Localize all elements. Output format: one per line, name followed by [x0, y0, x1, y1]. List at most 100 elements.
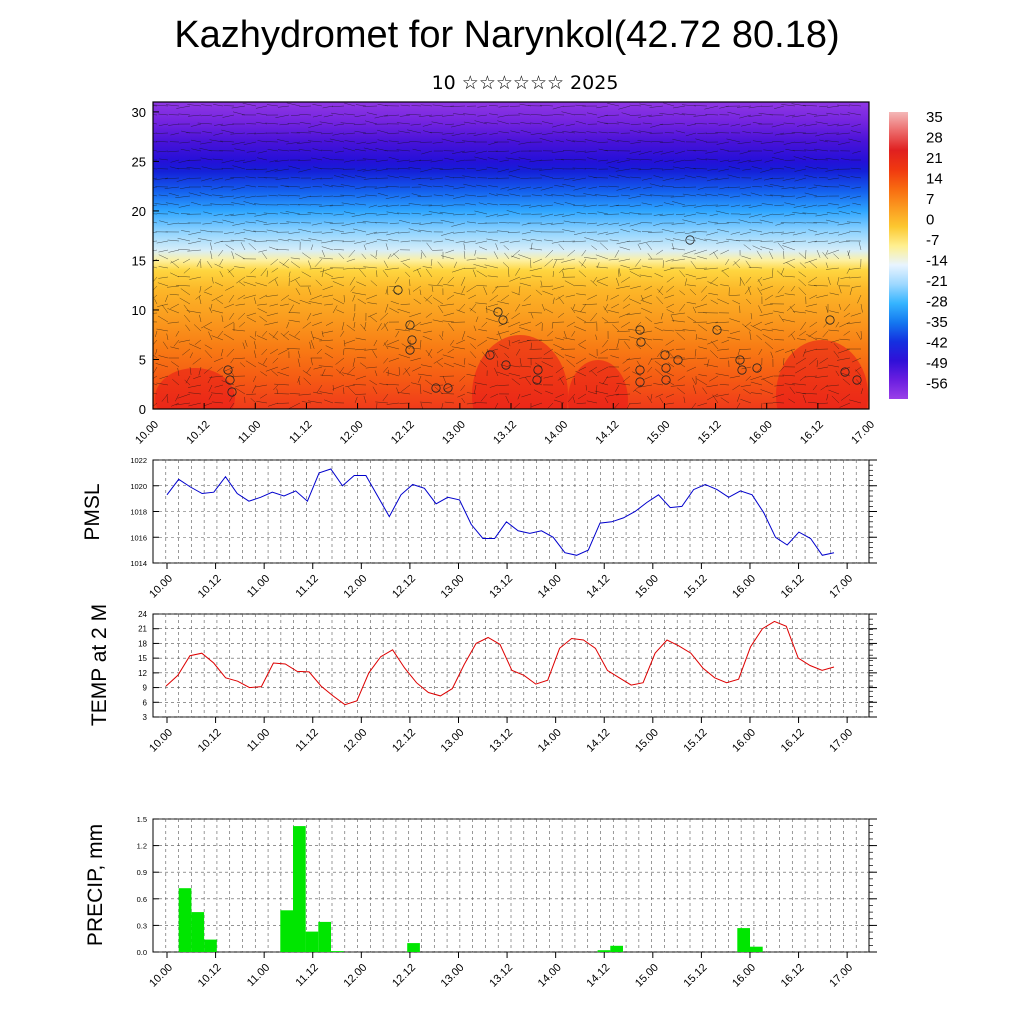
colorbar-label: 35 [926, 109, 943, 126]
time-tick-label: 15.00 [633, 962, 661, 990]
calm-marker [735, 355, 745, 365]
calm-marker [825, 315, 835, 325]
time-tick-label: 11.00 [245, 573, 272, 600]
time-tick-label: 17.00 [827, 727, 855, 755]
calm-marker [485, 350, 495, 360]
time-tick-label: 11.00 [245, 727, 272, 754]
time-tick-label: 14.12 [584, 573, 612, 601]
y-tick-label: 3 [143, 713, 148, 722]
precipitation-bar [750, 946, 763, 952]
calm-marker [660, 350, 670, 360]
precipitation-axes: 0.0 0.3 0.6 0.9 1.2 1.5 10.00 10.12 11.00 11.12 12… [137, 815, 877, 990]
colorbar-labels: 35 28 21 14 7 0 -7 -14 -21 -28 -35 -42 -49 -56 [926, 109, 948, 393]
time-tick-label: 16.00 [730, 962, 758, 990]
wind-strokes [153, 102, 864, 409]
time-tick-label: 14.00 [536, 962, 564, 990]
y-tick-label: 1018 [130, 508, 147, 517]
time-tick-label: 12.12 [390, 962, 418, 990]
y-tick-label: 1022 [130, 456, 147, 465]
time-tick-label: 11.12 [293, 962, 320, 989]
time-tick-label: 10.12 [184, 419, 212, 447]
colorbar-label: -7 [926, 232, 939, 249]
calm-marker [840, 367, 850, 377]
calm-marker [532, 375, 542, 385]
time-tick-label: 16.12 [779, 727, 807, 755]
calm-marker [405, 345, 415, 355]
time-tick-label: 13.12 [487, 727, 515, 755]
warm-cell [155, 368, 235, 409]
precipitation-bar [610, 945, 623, 952]
time-tick-label: 14.00 [536, 727, 564, 755]
y-tick-label: 18 [138, 639, 147, 648]
height-tick-label: 25 [132, 154, 146, 169]
calm-marker [635, 377, 645, 387]
pmsl-grid [153, 459, 869, 564]
time-tick-label: 12.00 [341, 962, 369, 990]
time-tick-label: 12.00 [341, 573, 369, 601]
colorbar-label: -28 [926, 294, 948, 311]
time-tick-label: 10.12 [196, 727, 224, 755]
time-tick-label: 13.00 [440, 419, 468, 447]
y-tick-label: 1.2 [137, 842, 147, 851]
colorbar-label: -35 [926, 314, 948, 331]
colorbar-label: -21 [926, 273, 948, 290]
calm-marker [737, 365, 747, 375]
temperature-series-line [165, 620, 835, 706]
y-tick-label: 12 [138, 669, 147, 678]
y-tick-label: 21 [138, 625, 147, 634]
colorbar-label: 7 [926, 191, 934, 208]
calm-marker [673, 355, 683, 365]
time-tick-label: 15.00 [633, 727, 661, 755]
time-tick-label: 15.00 [645, 419, 673, 447]
precipitation-bar [191, 912, 205, 952]
calm-marker [498, 315, 508, 325]
colorbar: 35 28 21 14 7 0 -7 -14 -21 -28 -35 -42 -49 -56 [889, 109, 948, 399]
time-tick-label: 10.12 [196, 962, 224, 990]
time-tick-label: 15.12 [682, 727, 710, 755]
warm-cells [155, 335, 868, 409]
y-tick-label: 6 [143, 698, 148, 707]
precipitation-bars [178, 826, 763, 952]
time-tick-label: 16.00 [730, 573, 758, 601]
time-tick-label: 13.00 [439, 727, 467, 755]
precipitation-bar [204, 939, 217, 952]
time-tick-label: 15.00 [633, 573, 661, 601]
time-tick-label: 11.00 [236, 419, 263, 446]
time-tick-label: 16.12 [779, 962, 807, 990]
precipitation-grid [153, 818, 869, 953]
time-tick-label: 13.12 [491, 419, 519, 447]
calm-marker [493, 307, 503, 317]
calm-marker [225, 375, 235, 385]
colorbar-label: 21 [926, 150, 943, 167]
calm-marker [636, 337, 646, 347]
warm-cell [568, 360, 628, 409]
time-tick-label: 14.12 [584, 727, 612, 755]
time-tick-label: 14.12 [593, 419, 621, 447]
precipitation-bar [293, 826, 306, 952]
time-tick-label: 11.12 [293, 573, 320, 600]
time-tick-label: 11.12 [287, 419, 314, 446]
time-tick-label: 12.12 [390, 573, 418, 601]
colorbar-label: -42 [926, 335, 948, 352]
time-tick-label: 10.00 [147, 727, 175, 755]
calm-marker [501, 360, 511, 370]
time-tick-label: 15.12 [696, 419, 724, 447]
y-tick-label: 1020 [130, 482, 147, 491]
calm-marker [635, 365, 645, 375]
calm-marker [661, 363, 671, 373]
calm-marker [407, 335, 417, 345]
time-tick-label: 16.12 [779, 573, 807, 601]
time-tick-label: 10.00 [133, 419, 161, 447]
calm-marker [393, 285, 403, 295]
y-tick-label: 1014 [130, 559, 147, 568]
calm-marker [852, 375, 862, 385]
height-tick-label: 5 [139, 352, 146, 367]
pmsl-series-line [166, 468, 835, 556]
page-subtitle: 10 ☆☆☆☆☆☆ 2025 [431, 72, 619, 94]
y-tick-label: 1.5 [137, 815, 147, 824]
precipitation-bar [318, 921, 331, 952]
time-tick-label: 13.00 [439, 573, 467, 601]
calm-marker [431, 383, 441, 393]
time-tick-label: 14.00 [536, 573, 564, 601]
